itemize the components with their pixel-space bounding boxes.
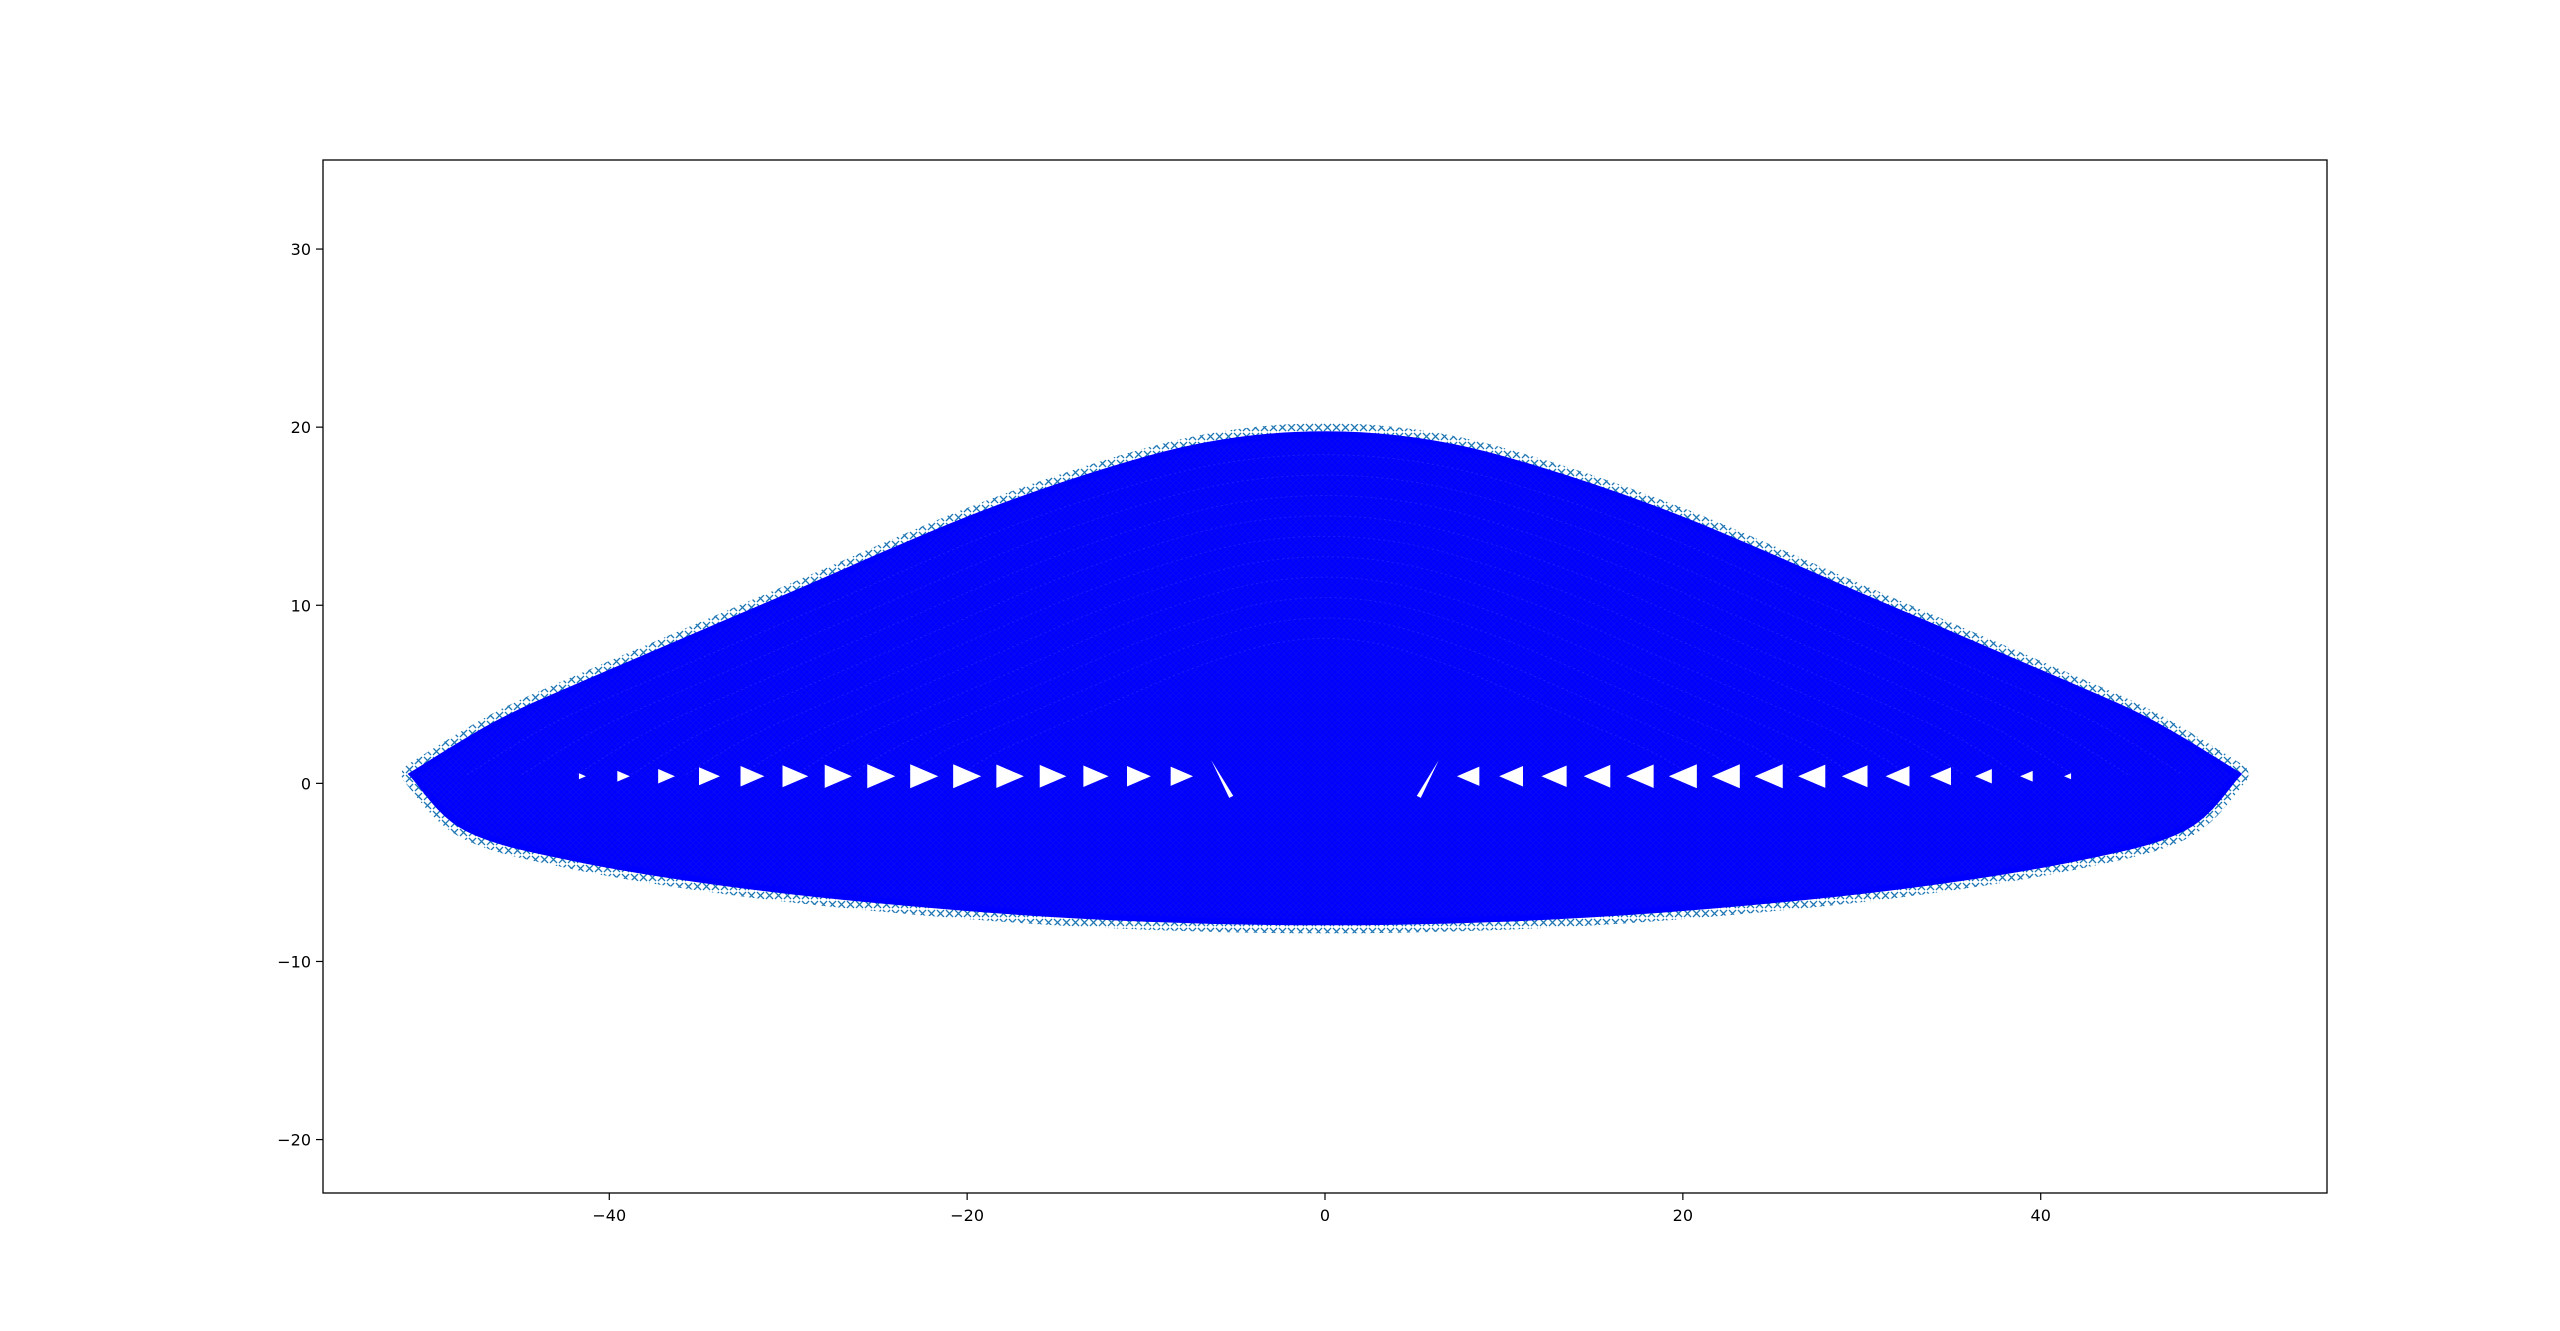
y-tick-label: 10 <box>291 596 311 615</box>
arrow-head <box>1711 764 1740 789</box>
marker-ring <box>466 454 2184 775</box>
arrow-head <box>1885 766 1910 787</box>
x-tick-label: −40 <box>592 1206 626 1225</box>
arrow-head <box>1668 764 1697 789</box>
arrow-head <box>867 764 896 789</box>
arrow-head <box>1456 766 1480 786</box>
marker-ring <box>740 556 1910 775</box>
arrow-head <box>782 765 809 788</box>
arrow-head <box>1798 764 1826 788</box>
arrow-head <box>1930 767 1952 786</box>
arrow-head <box>1583 764 1611 788</box>
y-tick-label: 0 <box>301 774 311 793</box>
arrow-head <box>824 764 852 788</box>
arrow-head <box>996 764 1024 788</box>
axes: −40 −20 0 20 40 −20 −10 0 10 20 30 <box>277 159 2328 1225</box>
arrow-head <box>1039 764 1067 788</box>
arrow-head <box>953 764 982 789</box>
arrow-head <box>1754 764 1783 789</box>
y-tick-label: 20 <box>291 418 311 437</box>
arrow-head <box>740 766 765 787</box>
x-tick-label: −20 <box>950 1206 984 1225</box>
arrow-head <box>578 773 586 780</box>
arrow-head <box>1841 765 1868 788</box>
arrow-head <box>910 764 939 789</box>
marker-ring <box>631 515 2019 775</box>
x-tick-label: 40 <box>2031 1206 2051 1225</box>
x-tick-label: 20 <box>1673 1206 1693 1225</box>
marker-ring <box>850 597 1800 775</box>
arrow-head <box>617 770 630 782</box>
arrow-head-slanted <box>1416 760 1439 798</box>
arrow-head <box>2020 770 2033 782</box>
plot-area <box>401 423 2249 934</box>
y-tick-label: −20 <box>277 1131 311 1150</box>
y-tick-label: −10 <box>277 952 311 971</box>
arrow-head <box>1541 765 1567 788</box>
arrow-head <box>2064 773 2072 780</box>
arrow-head-slanted <box>1211 760 1234 798</box>
arrow-head <box>1626 764 1654 788</box>
arrow-head <box>1975 769 1992 784</box>
arrow-head <box>1127 766 1151 787</box>
y-tick-label: 30 <box>291 240 311 259</box>
x-tick-label: 0 <box>1320 1206 1330 1225</box>
arrow-head <box>1499 766 1523 787</box>
marker-ring <box>685 535 1965 775</box>
arrow-head <box>658 769 675 784</box>
marker-envelope-body <box>407 431 2243 926</box>
arrow-head <box>698 767 720 786</box>
marker-ring <box>904 617 1746 775</box>
arrow-head <box>1170 766 1194 786</box>
arrow-head <box>1083 765 1109 788</box>
